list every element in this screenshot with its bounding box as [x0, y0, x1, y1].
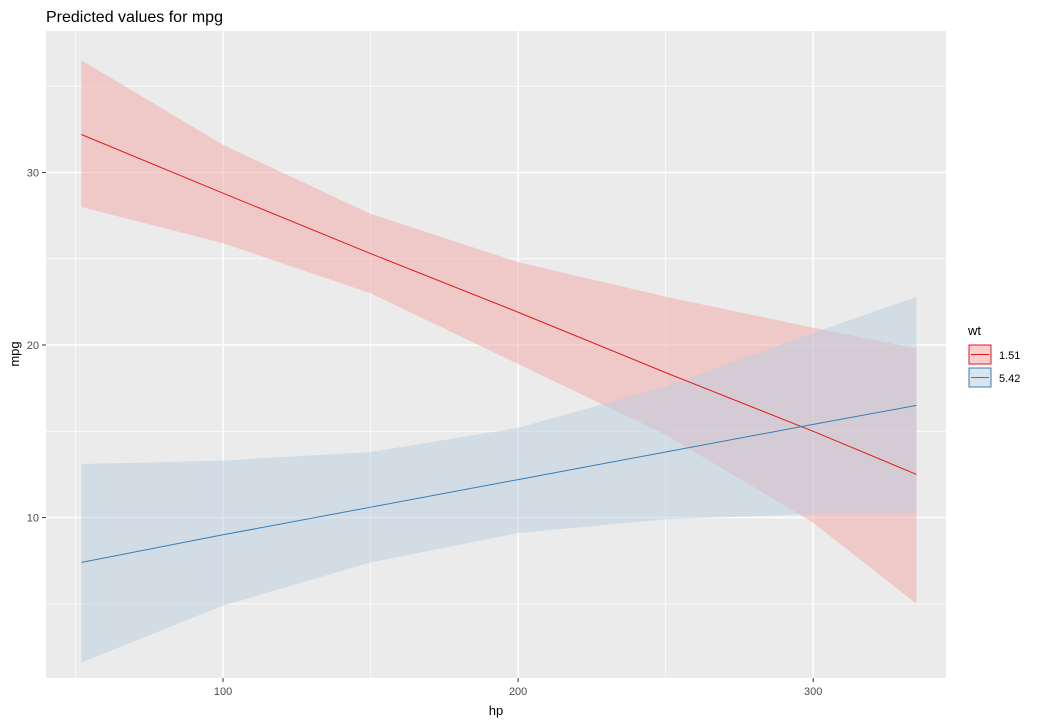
legend-key-1.51: 1.51	[968, 344, 1020, 365]
y-axis-title: mpg	[7, 341, 22, 366]
legend-title: wt	[967, 323, 981, 338]
confidence-ribbon-1.51	[81, 60, 917, 604]
y-axis-ticks: 10 20 30	[27, 167, 46, 525]
x-axis-ticks: 100 200 300	[214, 678, 822, 698]
x-tick-label: 300	[804, 686, 822, 698]
confidence-ribbon-5.42	[81, 296, 917, 663]
legend: wt 1.51 5.42	[967, 323, 1020, 388]
x-tick-label: 200	[509, 686, 527, 698]
legend-label: 5.42	[999, 373, 1020, 385]
confidence-ribbons	[81, 60, 917, 663]
y-tick-label: 10	[27, 513, 39, 525]
legend-items: 1.51 5.42	[968, 344, 1020, 388]
x-tick-label: 100	[214, 686, 232, 698]
y-tick-label: 30	[27, 167, 39, 179]
prediction-lines	[81, 134, 917, 563]
x-axis-title: hp	[489, 703, 503, 718]
y-tick-label: 20	[27, 340, 39, 352]
chart-title: Predicted values for mpg	[46, 9, 223, 26]
legend-key-5.42: 5.42	[968, 367, 1020, 388]
legend-label: 1.51	[999, 350, 1020, 362]
prediction-line-5.42	[81, 404, 917, 563]
prediction-line-1.51	[81, 134, 917, 475]
